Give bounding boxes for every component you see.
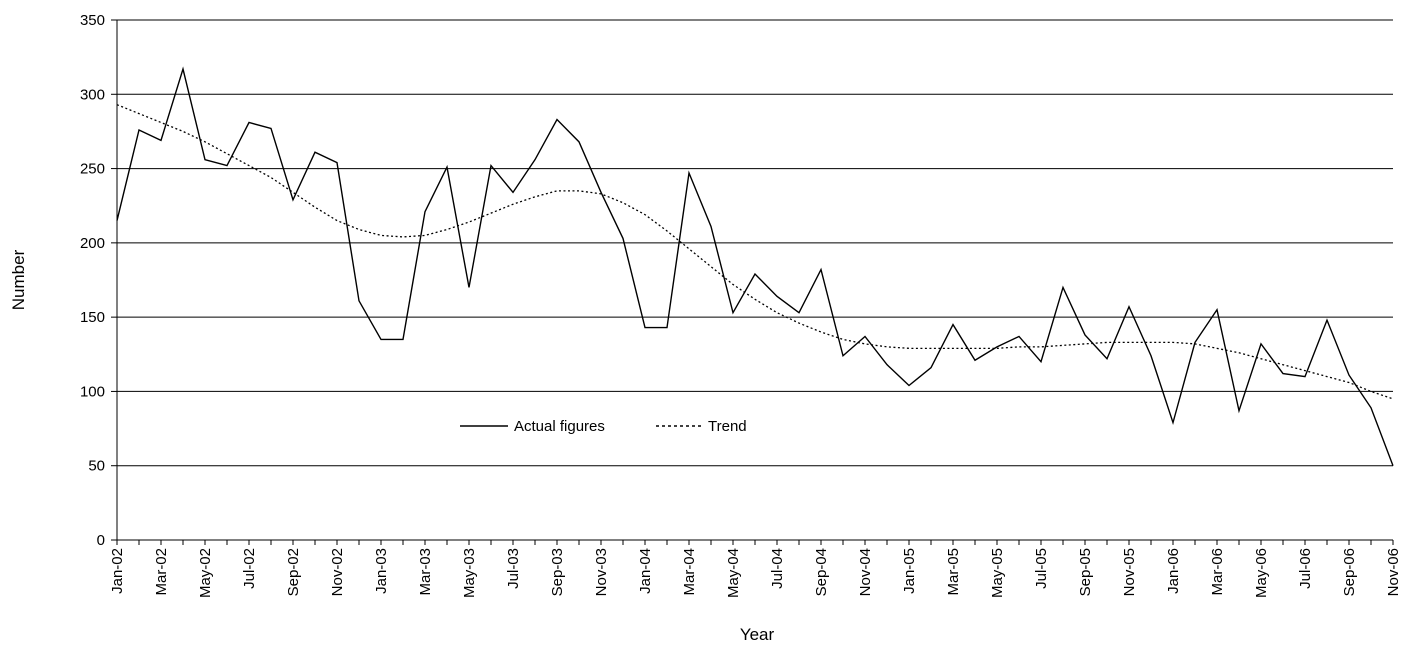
y-tick-label: 300 bbox=[80, 86, 105, 103]
x-tick-labels: Jan-02 Mar-02 May-02 Jul-02 Sep-02 Nov-02 Jan-… bbox=[109, 548, 1402, 598]
x-tick-label: Jul-02 bbox=[241, 548, 258, 589]
axes bbox=[116, 20, 1394, 545]
y-tick-labels: 0 50 100 150 200 250 300 350 bbox=[80, 12, 105, 549]
x-tick-label: May-04 bbox=[725, 548, 742, 598]
x-tick-label: Nov-06 bbox=[1385, 548, 1402, 596]
x-axis-title: Year bbox=[740, 625, 775, 644]
x-tick-label: May-06 bbox=[1253, 548, 1270, 598]
x-tick-label: May-02 bbox=[197, 548, 214, 598]
x-tick-label: Jul-04 bbox=[769, 548, 786, 589]
x-tick-label: Mar-04 bbox=[681, 548, 698, 596]
x-tick-label: Mar-06 bbox=[1209, 548, 1226, 596]
y-tick-label: 200 bbox=[80, 235, 105, 252]
x-tick-label: Nov-02 bbox=[329, 548, 346, 596]
x-tick-label: Jan-04 bbox=[637, 548, 654, 594]
x-tick-label: Mar-02 bbox=[153, 548, 170, 596]
x-tick-label: Sep-05 bbox=[1077, 548, 1094, 596]
x-tick-label: Sep-04 bbox=[813, 548, 830, 596]
x-tick-label: Jan-02 bbox=[109, 548, 126, 594]
x-tick-label: Jan-05 bbox=[901, 548, 918, 594]
x-tick-label: Jul-03 bbox=[505, 548, 522, 589]
x-tick-label: Jan-03 bbox=[373, 548, 390, 594]
x-tick-label: Sep-02 bbox=[285, 548, 302, 596]
y-tick-label: 250 bbox=[80, 161, 105, 178]
y-axis-title: Number bbox=[9, 249, 28, 310]
y-tick-label: 100 bbox=[80, 383, 105, 400]
x-tick-label: Jul-05 bbox=[1033, 548, 1050, 589]
y-tick-label: 0 bbox=[97, 532, 105, 549]
y-tick-label: 350 bbox=[80, 12, 105, 29]
y-tick-label: 150 bbox=[80, 309, 105, 326]
legend: Actual figures Trend bbox=[460, 418, 747, 435]
legend-label-trend: Trend bbox=[708, 418, 747, 435]
series-lines bbox=[116, 66, 1394, 466]
gridlines bbox=[111, 19, 1393, 541]
x-tick-label: Jan-06 bbox=[1165, 548, 1182, 594]
y-tick-label: 50 bbox=[88, 458, 105, 475]
x-tick-label: May-03 bbox=[461, 548, 478, 598]
x-tick-label: Sep-03 bbox=[549, 548, 566, 596]
x-tick-label: Jul-06 bbox=[1297, 548, 1314, 589]
x-tick-label: Nov-03 bbox=[593, 548, 610, 596]
x-tick-label: Mar-05 bbox=[945, 548, 962, 596]
series-line-trend bbox=[116, 104, 1394, 400]
x-tick-label: Mar-03 bbox=[417, 548, 434, 596]
x-tick-label: Sep-06 bbox=[1341, 548, 1358, 596]
x-tick-label: Nov-04 bbox=[857, 548, 874, 596]
series-line-actual-figures bbox=[116, 66, 1394, 466]
x-tick-label: May-05 bbox=[989, 548, 1006, 598]
legend-label-actual-figures: Actual figures bbox=[514, 418, 605, 435]
x-tick-label: Nov-05 bbox=[1121, 548, 1138, 596]
